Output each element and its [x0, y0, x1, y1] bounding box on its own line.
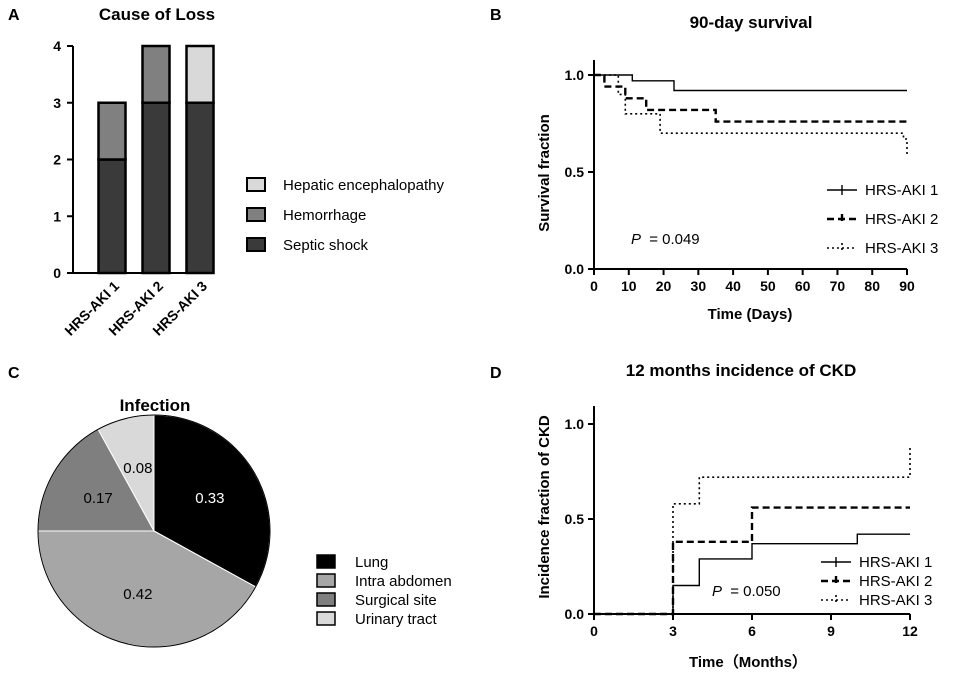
panel-letter-d: D	[490, 365, 502, 382]
legend-label: Surgical site	[355, 592, 437, 609]
infection-chart: Infection 0.33 0.42 0.17 0.08 Lung Intra abd…	[37, 396, 452, 648]
survival-chart: 90-day survival 0 10 20 30 40 50 60 70 80 90 0.0 0.…	[536, 13, 938, 323]
ckd-xlabel: Time（Months）	[689, 653, 807, 671]
ckd-title: 12 months incidence of CKD	[626, 361, 856, 380]
ckd-legend-label: HRS-AKI 3	[859, 592, 932, 609]
survival-y-tick-label: 0.5	[565, 164, 585, 180]
legend-label: Hemorrhage	[283, 207, 366, 224]
infection-title: Infection	[120, 396, 191, 415]
ckd-y-tick-label: 1.0	[565, 416, 585, 432]
cause-y-tick-label: 0	[53, 265, 61, 281]
ckd-legend-label: HRS-AKI 1	[859, 554, 932, 571]
survival-legend-label: HRS-AKI 3	[865, 240, 938, 257]
ckd-x-tick-label: 9	[827, 623, 835, 639]
panel-letter-a: A	[8, 7, 20, 24]
survival-p-value: P = 0.049	[631, 231, 700, 248]
ckd-p-value: P = 0.050	[712, 583, 781, 600]
survival-y-tick-label: 0.0	[565, 261, 585, 277]
legend-swatch	[246, 177, 266, 192]
ckd-legend-label: HRS-AKI 2	[859, 573, 932, 590]
ckd-ylabel: Incidence fraction of CKD	[536, 415, 553, 599]
ckd-y-tick-label: 0.0	[565, 606, 585, 622]
survival-x-tick-label: 20	[656, 278, 672, 294]
pie-value-label: 0.33	[195, 490, 224, 507]
legend-label: Intra abdomen	[355, 573, 452, 590]
legend-label: Lung	[355, 554, 388, 571]
survival-x-tick-label: 50	[760, 278, 776, 294]
survival-series-line	[594, 74, 907, 92]
legend-swatch	[246, 237, 266, 252]
pie-value-label: 0.42	[123, 586, 152, 603]
survival-x-tick-label: 40	[725, 278, 741, 294]
survival-x-tick-label: 60	[795, 278, 811, 294]
survival-y-tick-label: 1.0	[565, 67, 585, 83]
survival-legend-label: HRS-AKI 2	[865, 211, 938, 228]
pie-value-label: 0.17	[83, 490, 112, 507]
cause-y-tick-label: 3	[53, 95, 61, 111]
legend-swatch	[246, 207, 266, 222]
survival-x-tick-label: 10	[621, 278, 637, 294]
survival-xlabel: Time (Days)	[708, 306, 793, 323]
legend-label: Hepatic encephalopathy	[283, 177, 444, 194]
survival-x-tick-label: 90	[899, 278, 915, 294]
bar-segment	[97, 158, 127, 275]
legend-swatch	[316, 573, 336, 588]
ckd-x-tick-label: 0	[590, 623, 598, 639]
bar-segment	[185, 44, 215, 104]
survival-series-line	[594, 73, 907, 123]
survival-series-line	[594, 74, 908, 155]
bar-segment	[185, 101, 215, 275]
ckd-chart: 12 months incidence of CKD 0 3 6 9 12 0.0 0.5 1…	[536, 361, 932, 671]
survival-x-tick-label: 30	[691, 278, 707, 294]
panel-letter-b: B	[490, 7, 502, 24]
legend-swatch	[316, 592, 336, 607]
cause-y-tick-label: 1	[53, 208, 61, 224]
pie-value-label: 0.08	[123, 460, 152, 477]
legend-swatch	[316, 554, 336, 569]
legend-label: Septic shock	[283, 237, 369, 254]
cause-of-loss-title: Cause of Loss	[99, 5, 215, 24]
legend-swatch	[316, 611, 336, 626]
ckd-x-tick-label: 3	[669, 623, 677, 639]
survival-x-tick-label: 70	[830, 278, 846, 294]
cause-y-tick-label: 4	[53, 38, 61, 54]
survival-x-tick-label: 80	[864, 278, 880, 294]
ckd-series-line	[594, 506, 910, 616]
bar-segment	[141, 44, 171, 104]
survival-legend-label: HRS-AKI 1	[865, 182, 938, 199]
panel-letter-c: C	[8, 365, 20, 382]
cause-y-tick-label: 2	[53, 152, 61, 168]
pie-outline	[37, 414, 271, 648]
ckd-series-line	[594, 446, 911, 615]
ckd-x-tick-label: 12	[902, 623, 918, 639]
ckd-x-tick-label: 6	[748, 623, 756, 639]
bar-segment	[97, 101, 127, 161]
bar-segment	[141, 101, 171, 275]
survival-x-tick-label: 0	[590, 278, 598, 294]
survival-title: 90-day survival	[690, 13, 813, 32]
ckd-y-tick-label: 0.5	[565, 511, 585, 527]
legend-label: Urinary tract	[355, 611, 438, 628]
survival-ylabel: Survival fraction	[536, 114, 553, 232]
